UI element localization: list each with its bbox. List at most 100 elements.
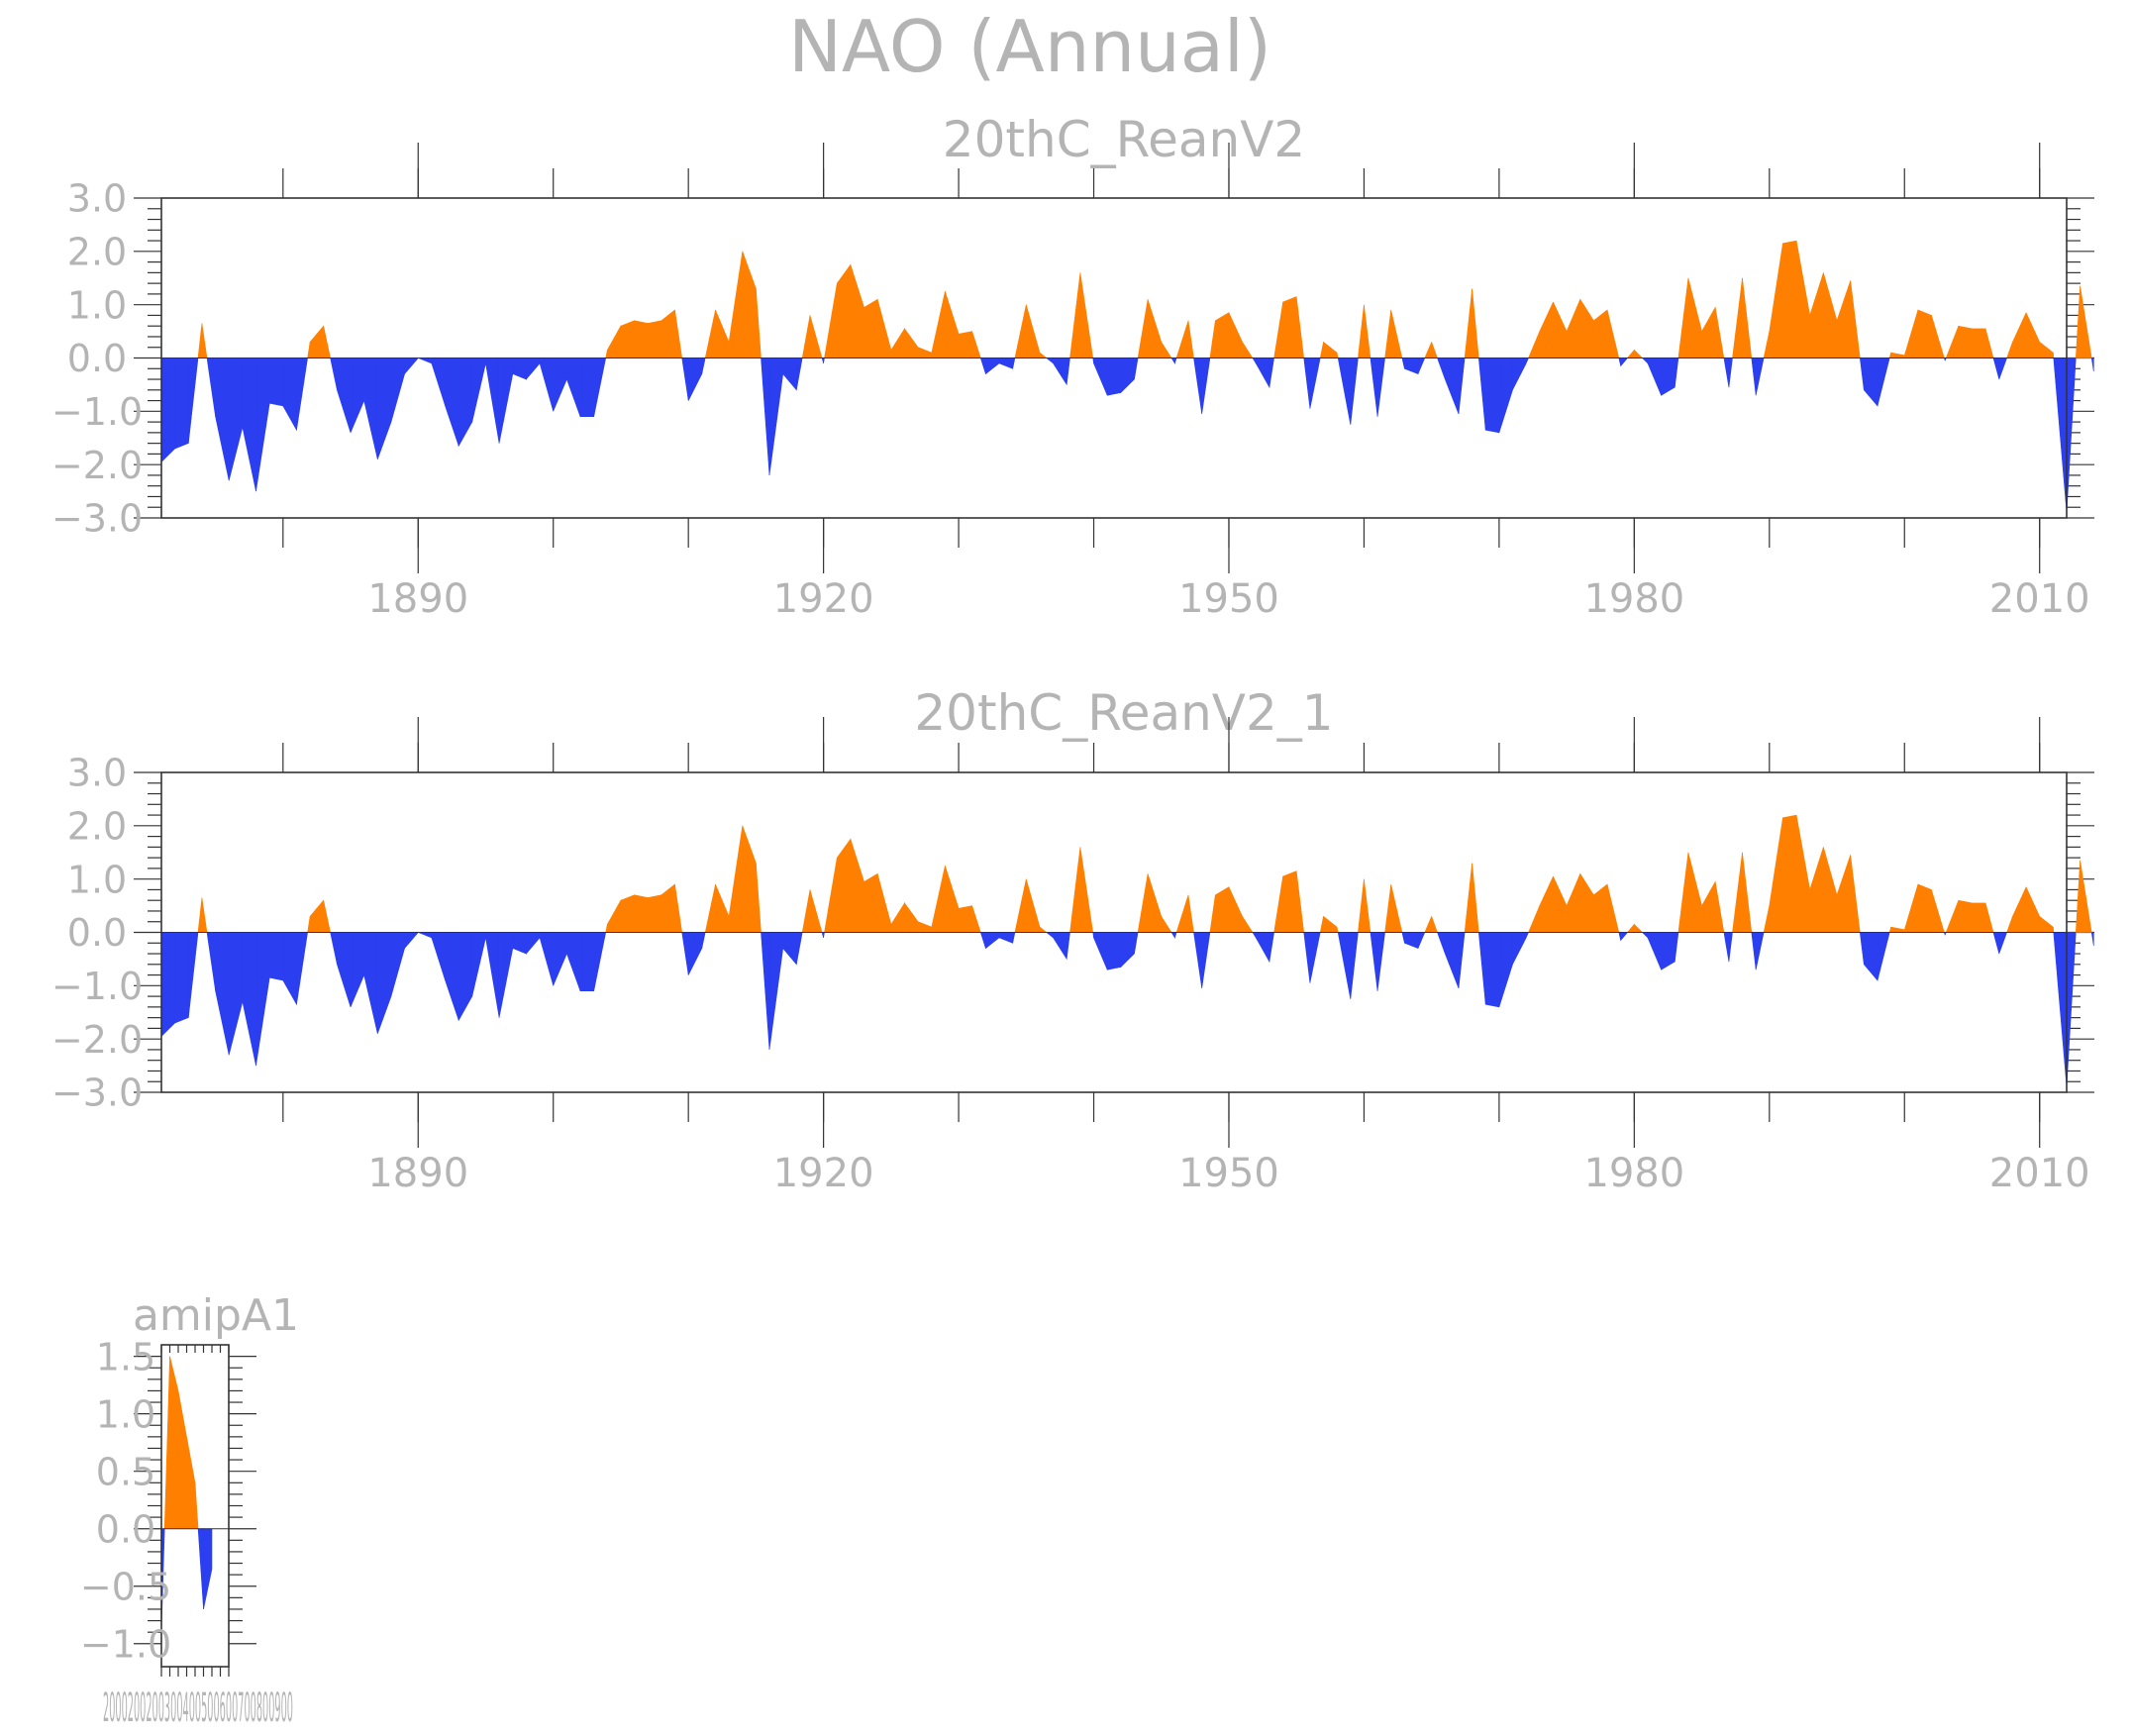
positive-area-segment bbox=[1273, 301, 1283, 358]
negative-area-segment bbox=[2066, 932, 2077, 1087]
positive-area-segment bbox=[674, 309, 683, 358]
negative-area-segment bbox=[1998, 932, 2008, 955]
negative-area-segment bbox=[498, 357, 514, 444]
negative-area-segment bbox=[471, 357, 486, 423]
negative-area-segment bbox=[2053, 357, 2068, 513]
y-tick-label: 0.0 bbox=[67, 337, 127, 380]
negative-area-segment bbox=[296, 357, 308, 431]
negative-area-segment bbox=[1256, 932, 1270, 964]
positive-area-segment bbox=[1626, 349, 1635, 358]
negative-area-segment bbox=[255, 357, 270, 492]
positive-area-segment bbox=[1890, 352, 1905, 358]
negative-area-segment bbox=[1337, 357, 1352, 425]
plot-frame bbox=[160, 1344, 230, 1668]
negative-area-segment bbox=[593, 357, 607, 417]
negative-area-segment bbox=[1303, 357, 1311, 409]
negative-area-segment bbox=[242, 357, 256, 492]
negative-area-segment bbox=[1998, 357, 2008, 380]
positive-area-segment bbox=[876, 299, 892, 358]
positive-area-segment bbox=[809, 315, 823, 358]
positive-area-segment bbox=[756, 288, 761, 358]
positive-area-segment bbox=[1850, 280, 1861, 358]
negative-area-segment bbox=[553, 357, 567, 412]
positive-area-segment bbox=[660, 883, 675, 933]
positive-area-segment bbox=[307, 916, 311, 933]
negative-area-segment bbox=[1437, 357, 1446, 380]
positive-area-segment bbox=[2080, 285, 2092, 358]
positive-area-segment bbox=[1958, 899, 1973, 933]
plot-frame bbox=[160, 771, 2068, 1093]
panel-title: amipA1 bbox=[133, 1290, 299, 1341]
negative-area-segment bbox=[376, 932, 392, 1034]
positive-area-segment bbox=[1364, 304, 1371, 358]
positive-area-segment bbox=[1282, 870, 1297, 933]
negative-area-segment bbox=[1675, 357, 1679, 388]
negative-area-segment bbox=[203, 1528, 213, 1610]
positive-area-segment bbox=[1242, 341, 1254, 358]
positive-area-segment bbox=[1079, 847, 1094, 933]
negative-area-segment bbox=[579, 357, 595, 418]
positive-area-segment bbox=[1336, 353, 1339, 358]
positive-area-segment bbox=[1147, 873, 1163, 933]
negative-area-segment bbox=[1401, 357, 1405, 369]
negative-area-segment bbox=[782, 357, 797, 391]
positive-area-segment bbox=[1539, 301, 1554, 358]
positive-area-segment bbox=[197, 323, 203, 358]
positive-area-segment bbox=[1809, 847, 1824, 933]
positive-area-segment bbox=[1836, 280, 1851, 358]
negative-area-segment bbox=[1484, 932, 1500, 1008]
y-tick-label: −1.0 bbox=[51, 965, 143, 1008]
positive-area-segment bbox=[1931, 889, 1945, 933]
positive-area-segment bbox=[1364, 878, 1371, 933]
negative-area-segment bbox=[512, 357, 527, 380]
negative-area-segment bbox=[255, 932, 270, 1067]
negative-area-segment bbox=[1477, 932, 1486, 1005]
negative-area-segment bbox=[979, 357, 986, 374]
negative-area-segment bbox=[1093, 932, 1108, 970]
negative-area-segment bbox=[330, 932, 338, 965]
negative-area-segment bbox=[539, 932, 555, 986]
positive-area-segment bbox=[1742, 277, 1753, 358]
negative-area-segment bbox=[681, 932, 689, 975]
negative-area-segment bbox=[985, 357, 1000, 375]
negative-area-segment bbox=[1012, 357, 1016, 369]
positive-area-segment bbox=[1579, 872, 1594, 933]
positive-area-segment bbox=[1014, 304, 1027, 358]
positive-area-segment bbox=[1972, 328, 1986, 358]
positive-area-segment bbox=[836, 263, 852, 358]
positive-area-segment bbox=[177, 1390, 187, 1529]
negative-area-segment bbox=[2090, 357, 2094, 372]
negative-area-segment bbox=[1201, 357, 1211, 415]
y-tick-label: −3.0 bbox=[51, 1072, 143, 1115]
positive-area-segment bbox=[971, 331, 981, 358]
positive-area-segment bbox=[1539, 875, 1554, 933]
positive-area-segment bbox=[945, 866, 960, 933]
negative-area-segment bbox=[1350, 357, 1359, 425]
negative-area-segment bbox=[1445, 932, 1460, 989]
positive-area-segment bbox=[2080, 860, 2092, 933]
negative-area-segment bbox=[782, 932, 797, 966]
positive-area-segment bbox=[1634, 923, 1644, 933]
negative-area-segment bbox=[390, 357, 405, 423]
positive-area-segment bbox=[704, 883, 716, 933]
positive-area-segment bbox=[1209, 894, 1216, 933]
positive-area-segment bbox=[1769, 817, 1783, 933]
positive-area-segment bbox=[1634, 349, 1644, 358]
positive-area-segment bbox=[1809, 272, 1824, 358]
negative-area-segment bbox=[1661, 357, 1675, 396]
positive-area-segment bbox=[1323, 915, 1338, 933]
negative-area-segment bbox=[761, 357, 770, 475]
positive-area-segment bbox=[1763, 905, 1771, 933]
negative-area-segment bbox=[363, 932, 378, 1034]
negative-area-segment bbox=[1252, 357, 1257, 364]
positive-area-segment bbox=[1472, 863, 1479, 933]
negative-area-segment bbox=[1484, 357, 1500, 434]
negative-area-segment bbox=[1512, 932, 1527, 965]
positive-area-segment bbox=[2006, 342, 2013, 358]
positive-area-segment bbox=[1528, 331, 1541, 358]
positive-area-segment bbox=[1319, 916, 1324, 933]
positive-area-segment bbox=[1626, 923, 1635, 933]
negative-area-segment bbox=[1859, 357, 1865, 390]
positive-area-segment bbox=[1931, 315, 1945, 358]
positive-area-segment bbox=[1472, 288, 1479, 358]
